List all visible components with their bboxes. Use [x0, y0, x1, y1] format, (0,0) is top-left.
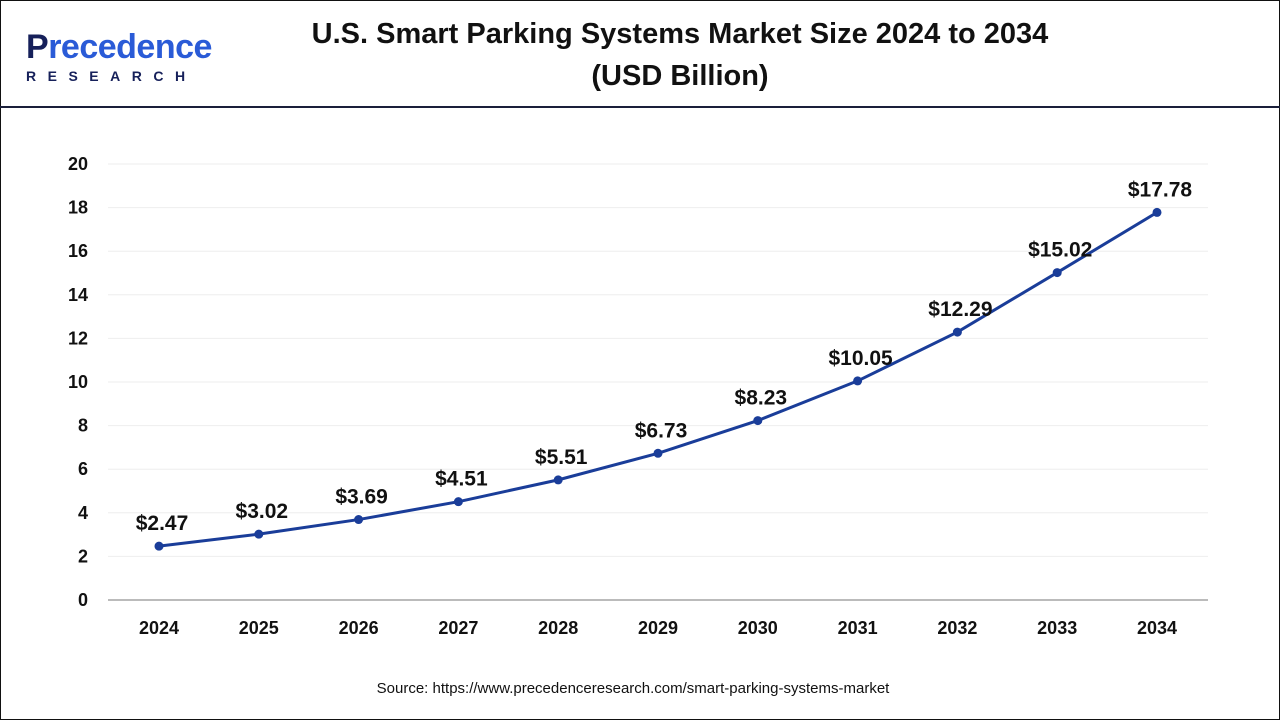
y-tick-label: 18 — [68, 198, 88, 218]
data-label: $5.51 — [535, 446, 588, 469]
series-line — [158, 211, 1158, 548]
chart-subtitle: (USD Billion) — [591, 60, 769, 92]
x-tick-label: 2032 — [937, 618, 977, 638]
x-tick-label: 2027 — [438, 618, 478, 638]
logo-subtext: RESEARCH — [26, 68, 197, 84]
logo-text: Precedence — [26, 28, 212, 66]
y-tick-label: 6 — [78, 459, 88, 479]
x-tick-label: 2025 — [239, 618, 279, 638]
data-label: $3.69 — [335, 486, 388, 509]
data-label: $6.73 — [635, 419, 688, 442]
data-point — [853, 376, 863, 386]
data-point — [553, 475, 563, 485]
data-label: $4.51 — [435, 468, 488, 491]
y-tick-label: 20 — [68, 154, 88, 174]
y-tick-label: 16 — [68, 241, 88, 261]
y-tick-label: 0 — [78, 590, 88, 610]
y-tick-label: 10 — [68, 372, 88, 392]
x-tick-label: 2026 — [339, 618, 379, 638]
y-tick-label: 12 — [68, 328, 88, 348]
x-tick-label: 2028 — [538, 618, 578, 638]
data-point — [254, 529, 264, 539]
data-point — [354, 515, 364, 525]
data-label: $15.02 — [1028, 239, 1092, 262]
data-point — [1052, 268, 1062, 278]
source-text: Source: https://www.precedenceresearch.c… — [376, 680, 890, 697]
data-label: $8.23 — [735, 387, 788, 410]
data-point — [653, 448, 663, 458]
y-tick-label: 2 — [78, 546, 88, 566]
precedence-research-logo: Precedence RESEARCH — [22, 28, 222, 88]
x-tick-label: 2029 — [638, 618, 678, 638]
data-point — [453, 497, 463, 507]
y-tick-label: 8 — [78, 416, 88, 436]
y-tick-label: 14 — [68, 285, 88, 305]
data-label: $17.78 — [1128, 178, 1193, 201]
data-label: $10.05 — [828, 347, 893, 370]
y-tick-label: 4 — [78, 503, 88, 523]
data-point — [154, 541, 164, 551]
x-tick-label: 2034 — [1137, 618, 1177, 638]
x-tick-label: 2030 — [738, 618, 778, 638]
data-label: $3.02 — [236, 500, 289, 523]
x-tick-label: 2024 — [139, 618, 179, 638]
data-point — [952, 327, 962, 337]
header: Precedence RESEARCH U.S. Smart Parking S… — [0, 0, 1280, 108]
chart-title: U.S. Smart Parking Systems Market Size 2… — [311, 18, 1049, 50]
data-label: $12.29 — [928, 298, 992, 321]
data-label: $2.47 — [136, 512, 189, 535]
data-point — [1152, 207, 1162, 217]
x-tick-label: 2031 — [838, 618, 878, 638]
data-point — [753, 416, 763, 426]
x-tick-label: 2033 — [1037, 618, 1077, 638]
